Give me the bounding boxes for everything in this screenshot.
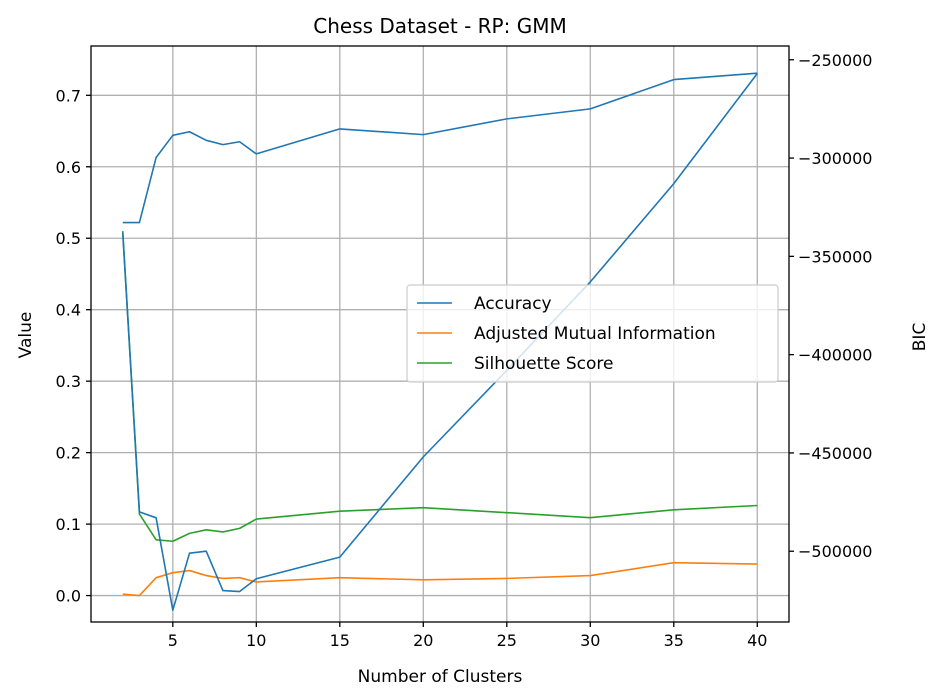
- y-tick-label: 0.1: [56, 515, 81, 534]
- y-tick-label: 0.4: [56, 301, 81, 320]
- y-tick-label: 0.3: [56, 372, 81, 391]
- x-tick-label: 15: [330, 631, 350, 650]
- x-axis-label: Number of Clusters: [358, 667, 523, 687]
- axes-layer: 5 10 15 20 25 30 35 40 0.0 0.1 0.2 0.3 0.4 0.5 0.6 0.7 −…: [56, 45, 872, 650]
- legend: Accuracy Adjusted Mutual Information Silho…: [406, 284, 779, 383]
- y2-tick-label: −250000: [798, 51, 872, 70]
- series-line-silhouette-score: [121, 231, 758, 543]
- y-tick-label: 0.6: [56, 158, 81, 177]
- y2-tick-label: −500000: [798, 542, 872, 561]
- chart-title: Chess Dataset - RP: GMM: [313, 14, 566, 38]
- legend-label: Adjusted Mutual Information: [474, 324, 716, 344]
- series-line-accuracy: [122, 72, 758, 224]
- y2-axis-label: BIC: [910, 323, 930, 352]
- y-axis-label: Value: [16, 312, 36, 359]
- y-tick-label: 0.0: [56, 587, 81, 606]
- y-tick-label: 0.7: [56, 86, 81, 105]
- x-tick-label: 20: [413, 631, 433, 650]
- y-tick-label: 0.2: [56, 444, 81, 463]
- y2-tick-label: −300000: [798, 149, 872, 168]
- x-tick-label: 35: [664, 631, 684, 650]
- legend-box: [406, 284, 779, 383]
- y2-tick-label: −350000: [798, 247, 872, 266]
- y-tick-label: 0.5: [56, 229, 81, 248]
- plot-frame: [90, 45, 790, 623]
- x-tick-label: 30: [580, 631, 600, 650]
- y2-tick-label: −450000: [798, 444, 872, 463]
- x-tick-label: 40: [747, 631, 767, 650]
- x-tick-label: 10: [246, 631, 266, 650]
- y2-tick-label: −400000: [798, 346, 872, 365]
- series-line-adjusted-mutual-information: [122, 561, 758, 597]
- legend-label: Silhouette Score: [474, 354, 613, 374]
- x-tick-label: 5: [168, 631, 178, 650]
- grid-layer: [91, 46, 789, 622]
- legend-label: Accuracy: [474, 294, 552, 314]
- x-tick-label: 25: [497, 631, 517, 650]
